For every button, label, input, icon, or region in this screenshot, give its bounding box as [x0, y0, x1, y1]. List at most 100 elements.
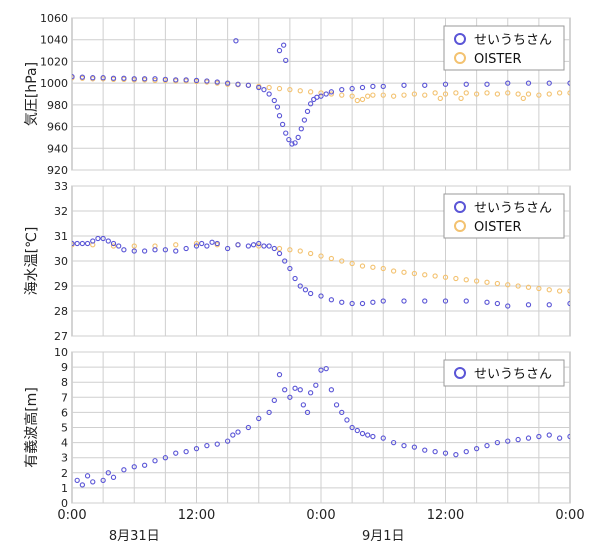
data-point — [401, 82, 407, 88]
data-point — [110, 243, 117, 249]
y-tick-label: 32 — [54, 205, 68, 218]
data-point — [354, 97, 360, 104]
data-point — [422, 447, 428, 453]
data-point — [183, 245, 189, 252]
data-point — [266, 243, 272, 249]
data-point — [515, 91, 521, 97]
data-point — [224, 438, 231, 444]
y-tick-label: 4 — [61, 437, 68, 450]
data-point — [432, 449, 438, 455]
data-point — [323, 365, 329, 372]
data-point — [318, 367, 324, 373]
data-point — [162, 247, 169, 253]
data-point — [313, 382, 319, 388]
data-point — [567, 288, 570, 294]
y-tick-label: 1060 — [40, 12, 68, 25]
data-point — [131, 248, 137, 254]
data-point — [339, 87, 345, 93]
legend-label: OISTER — [474, 220, 522, 235]
data-point — [141, 248, 148, 254]
data-point — [250, 242, 257, 248]
data-point — [235, 429, 241, 435]
data-point — [84, 473, 91, 479]
data-point — [283, 57, 289, 63]
data-point — [505, 80, 511, 86]
data-point — [453, 275, 459, 282]
legend-marker — [454, 201, 466, 213]
data-point — [79, 74, 86, 80]
data-point — [280, 42, 287, 48]
data-point — [302, 287, 309, 293]
data-point — [546, 432, 552, 438]
data-point — [432, 273, 438, 279]
data-point — [110, 75, 117, 81]
data-point — [473, 445, 480, 452]
data-point — [295, 134, 301, 141]
y-tick-label: 2 — [61, 467, 68, 480]
data-point — [266, 409, 272, 416]
data-point — [505, 282, 511, 288]
data-point — [282, 258, 288, 264]
data-point — [214, 79, 220, 85]
data-point — [121, 467, 127, 473]
data-point — [173, 77, 179, 83]
data-point — [152, 247, 158, 253]
data-point — [233, 38, 239, 44]
y-axis-label: 海水温[℃] — [24, 227, 40, 296]
data-point — [318, 253, 324, 259]
y-tick-label: 1040 — [40, 34, 68, 47]
data-point — [287, 265, 293, 272]
x-tick-label: 0:00 — [306, 508, 335, 523]
data-point — [90, 238, 96, 244]
data-point — [276, 245, 283, 252]
data-point — [380, 265, 386, 272]
data-point — [536, 433, 542, 440]
data-point — [204, 243, 210, 249]
x-axis: 0:00 12:00 0:00 12:00 0:00 8月31日 9月1日 — [57, 508, 584, 544]
data-point — [505, 438, 511, 444]
data-point — [380, 435, 386, 441]
data-point — [442, 274, 449, 280]
data-point — [79, 482, 86, 488]
y-tick-label: 980 — [47, 99, 68, 112]
data-point — [256, 240, 262, 247]
data-point — [261, 87, 267, 93]
data-point — [359, 84, 366, 91]
data-point — [141, 76, 148, 82]
data-point — [95, 235, 101, 242]
x-tick-label: 0:00 — [57, 508, 86, 523]
y-tick-label: 1000 — [40, 77, 68, 90]
data-point — [307, 250, 314, 257]
data-point — [401, 298, 407, 304]
data-point — [442, 91, 449, 97]
data-point — [442, 450, 449, 456]
data-point — [131, 243, 137, 249]
data-point — [100, 477, 106, 483]
data-point — [458, 95, 464, 101]
data-point — [297, 88, 303, 94]
data-point — [339, 409, 345, 416]
chart-panel-1: 920 940 960 980 1000 1020 1040 1060 気圧[hPa] せいうちさ… — [24, 12, 571, 177]
data-point — [333, 402, 340, 408]
data-point — [525, 284, 532, 290]
data-point — [520, 95, 526, 101]
data-point — [359, 430, 366, 437]
data-point — [287, 247, 293, 253]
legend-marker — [454, 52, 466, 64]
data-point — [162, 455, 169, 461]
data-point — [276, 113, 283, 119]
data-point — [110, 474, 117, 480]
y-tick-label: 6 — [61, 406, 68, 419]
data-point — [422, 298, 428, 304]
data-point — [365, 93, 371, 99]
data-point — [307, 290, 314, 297]
data-point — [173, 450, 179, 456]
data-point — [209, 239, 215, 245]
data-point — [84, 240, 91, 247]
data-point — [276, 250, 283, 257]
legend: せいうちさん — [443, 359, 565, 387]
data-point — [484, 299, 490, 305]
data-point — [162, 76, 169, 82]
data-point — [318, 93, 324, 99]
data-point — [245, 82, 252, 88]
